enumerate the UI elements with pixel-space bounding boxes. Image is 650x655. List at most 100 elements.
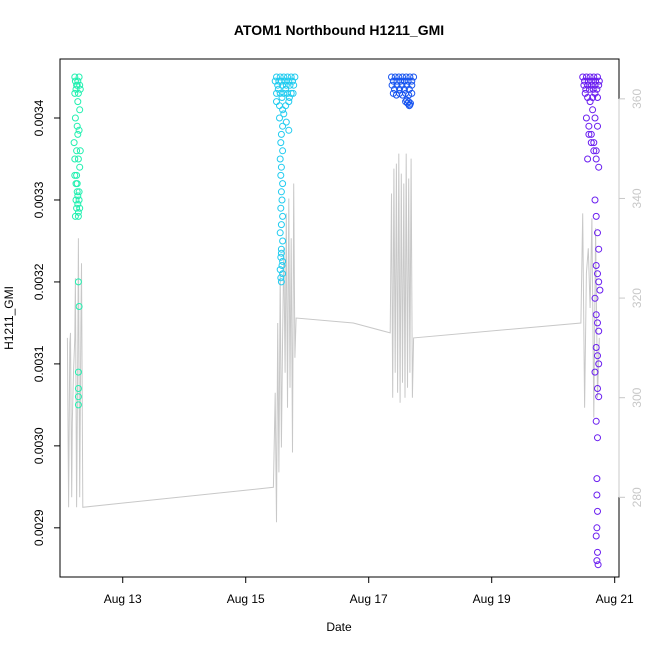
data-point [590, 139, 598, 147]
data-point [290, 81, 298, 89]
y2-tick-label: 360 [630, 89, 644, 109]
data-point [593, 85, 601, 93]
data-point [393, 77, 401, 85]
data-point [397, 77, 405, 85]
data-point [74, 192, 82, 200]
points-layer [70, 73, 604, 569]
data-point [76, 147, 84, 155]
data-point [399, 73, 406, 81]
data-point [75, 73, 83, 81]
data-point [592, 147, 600, 155]
data-point [595, 77, 603, 85]
data-point [408, 89, 416, 97]
data-point [595, 278, 603, 286]
x-axis: Aug 13 Aug 15 Aug 17 Aug 19 Aug 21 [104, 576, 634, 606]
data-point [278, 262, 286, 269]
line-layer [66, 153, 600, 523]
data-point [593, 491, 601, 499]
data-point [593, 475, 601, 483]
y-tick-label: 0.0034 [32, 99, 46, 136]
data-point [74, 200, 82, 208]
data-point [585, 122, 593, 130]
data-point [72, 180, 80, 188]
data-point [287, 89, 295, 97]
data-point [406, 101, 414, 109]
y-tick-label: 0.0029 [32, 509, 46, 546]
data-point [404, 77, 412, 85]
data-point [595, 327, 603, 335]
y-axis-label: H1211_GMI [2, 286, 16, 350]
data-point [591, 196, 599, 204]
data-point [75, 303, 83, 310]
data-point [277, 278, 285, 286]
data-point [76, 204, 84, 212]
data-point [388, 73, 395, 81]
y-tick-label: 0.0031 [32, 345, 46, 382]
data-point [276, 114, 283, 122]
y-tick-label: 0.0032 [32, 263, 46, 300]
data-point [589, 85, 597, 93]
y-tick-label: 0.0030 [32, 427, 46, 464]
data-point [76, 81, 84, 89]
plot-frame [59, 58, 620, 578]
data-point [596, 286, 604, 294]
data-point [76, 163, 84, 171]
data-point [592, 532, 600, 540]
data-point [276, 229, 284, 237]
data-point [280, 89, 288, 97]
data-point [279, 122, 287, 130]
data-point [590, 73, 598, 81]
x-tick-label: Aug 13 [104, 592, 142, 606]
data-point [74, 98, 82, 106]
data-point [277, 188, 285, 196]
data-point [592, 417, 600, 425]
data-point [74, 385, 82, 392]
data-point [282, 118, 290, 126]
data-point [75, 196, 83, 204]
data-point [594, 434, 601, 442]
data-point [279, 237, 287, 245]
data-point [278, 196, 286, 204]
data-point [74, 89, 82, 97]
data-point [593, 557, 601, 565]
data-point [594, 270, 601, 278]
data-point [277, 221, 285, 229]
data-point [279, 212, 287, 220]
data-point [71, 77, 79, 85]
data-point [289, 89, 297, 97]
data-point [276, 266, 284, 274]
data-point [70, 139, 78, 147]
data-point [291, 73, 299, 81]
data-point [587, 139, 595, 147]
data-point [277, 204, 285, 212]
x-tick-label: Aug 17 [350, 592, 388, 606]
data-point [273, 89, 280, 97]
data-point [282, 102, 290, 110]
data-point [74, 130, 82, 138]
data-point [403, 96, 411, 104]
data-point [591, 294, 599, 302]
data-point [71, 114, 79, 122]
data-point [277, 253, 285, 261]
data-point [280, 73, 288, 81]
y-tick-label: 0.0033 [32, 181, 46, 218]
data-point [594, 507, 601, 515]
y2-tick-label: 340 [630, 188, 644, 208]
data-point [276, 73, 284, 81]
data-point [594, 561, 602, 569]
data-point [594, 229, 601, 237]
data-point [282, 85, 290, 93]
data-point [74, 77, 82, 85]
data-point [74, 368, 82, 376]
data-point [279, 257, 287, 265]
data-point [73, 147, 81, 155]
data-point [585, 130, 593, 138]
data-point [285, 94, 293, 101]
data-point [584, 81, 592, 89]
data-point [410, 73, 418, 81]
data-point [589, 106, 597, 114]
y-axis: 0.0029 0.0030 0.0031 0.0032 0.0033 0.0034 [32, 99, 61, 546]
data-point [274, 85, 282, 93]
data-point [592, 344, 600, 351]
